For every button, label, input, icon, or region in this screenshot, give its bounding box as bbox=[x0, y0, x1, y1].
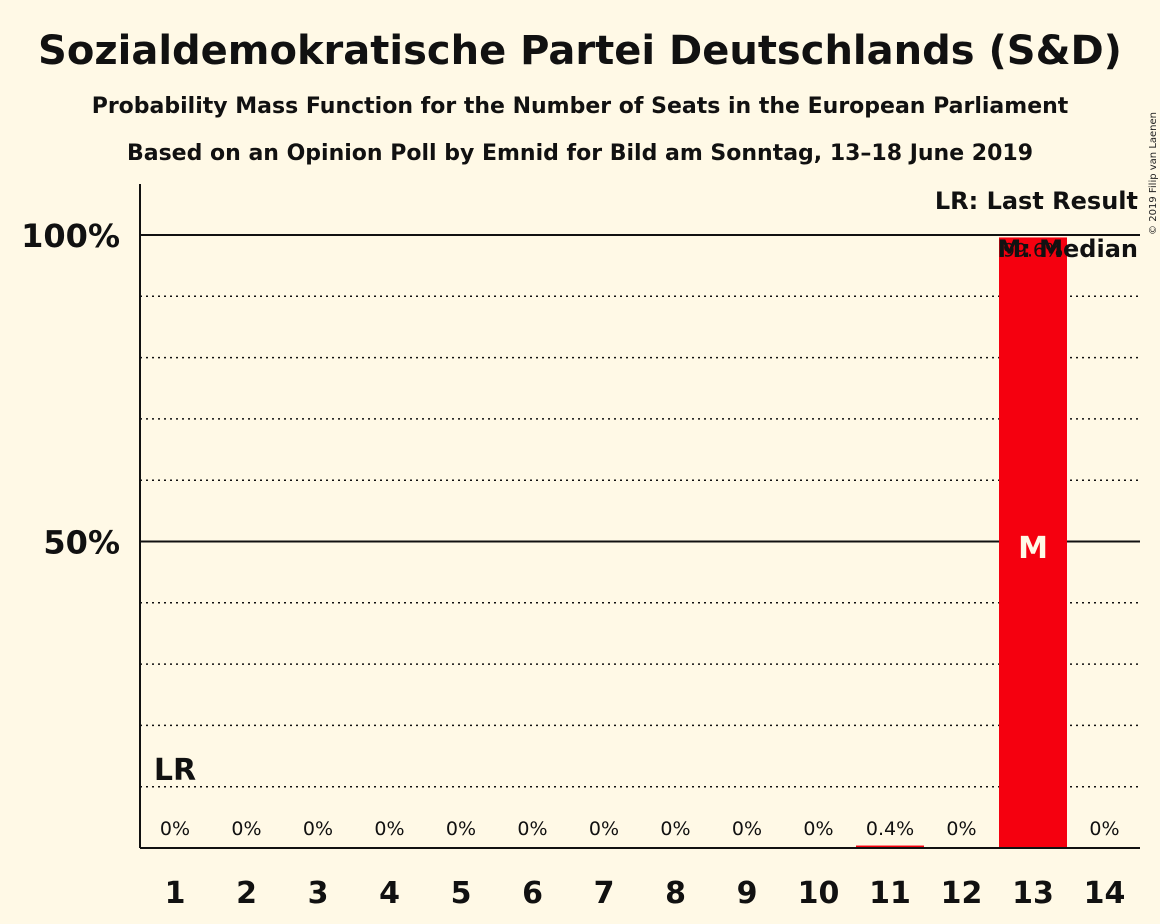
axes: 50% 100% bbox=[21, 184, 1140, 849]
x-tick-label: 14 bbox=[1084, 876, 1126, 911]
bar-value-label: 0% bbox=[231, 818, 261, 840]
copyright-note: © 2019 Filip van Laenen bbox=[1148, 112, 1159, 235]
x-tick-label: 10 bbox=[798, 876, 840, 911]
x-tick-label: 3 bbox=[308, 876, 329, 911]
bar-value-label: 0.4% bbox=[866, 818, 914, 840]
legend-median: M: Median bbox=[997, 235, 1138, 263]
y-tick-label: 50% bbox=[43, 524, 120, 562]
last-result-marker: LR bbox=[154, 753, 196, 788]
bar-value-label: 0% bbox=[1089, 818, 1119, 840]
bar-value-label: 0% bbox=[732, 818, 762, 840]
median-marker: M bbox=[1018, 531, 1048, 566]
x-tick-label: 9 bbox=[737, 876, 758, 911]
x-tick-label: 1 bbox=[165, 876, 186, 911]
x-tick-label: 11 bbox=[869, 876, 911, 911]
bar-value-label: 0% bbox=[589, 818, 619, 840]
grid bbox=[140, 234, 1140, 788]
bar-value-label: 0% bbox=[660, 818, 690, 840]
chart-subtitle-2: Based on an Opinion Poll by Emnid for Bi… bbox=[127, 141, 1033, 166]
x-tick-label: 5 bbox=[451, 876, 472, 911]
chart-subtitle: Probability Mass Function for the Number… bbox=[92, 94, 1069, 119]
x-tick-label: 2 bbox=[236, 876, 257, 911]
x-tick-label: 13 bbox=[1012, 876, 1054, 911]
x-tick-label: 12 bbox=[941, 876, 983, 911]
bar bbox=[856, 845, 924, 848]
legend-last-result: LR: Last Result bbox=[935, 187, 1138, 215]
bar-value-label: 0% bbox=[946, 818, 976, 840]
bar-value-label: 0% bbox=[517, 818, 547, 840]
x-tick-label: 6 bbox=[522, 876, 543, 911]
bar-value-label: 99.6% bbox=[1003, 239, 1063, 261]
bars bbox=[856, 237, 1067, 848]
labels: 0% 1 0% 2 0% 3 0% 4 0% 5 0% 6 0% 7 0% 8 0% 9 0% 10 0.4% 11 0% 1… bbox=[154, 239, 1125, 911]
x-tick-label: 7 bbox=[594, 876, 615, 911]
x-tick-label: 4 bbox=[379, 876, 400, 911]
chart-title: Sozialdemokratische Partei Deutschlands … bbox=[38, 28, 1122, 74]
bar-value-label: 0% bbox=[446, 818, 476, 840]
bar bbox=[999, 237, 1067, 848]
y-tick-label: 100% bbox=[21, 217, 120, 255]
bar-value-label: 0% bbox=[374, 818, 404, 840]
bar-value-label: 0% bbox=[160, 818, 190, 840]
bar-value-label: 0% bbox=[303, 818, 333, 840]
bar-value-label: 0% bbox=[803, 818, 833, 840]
x-tick-label: 8 bbox=[665, 876, 686, 911]
